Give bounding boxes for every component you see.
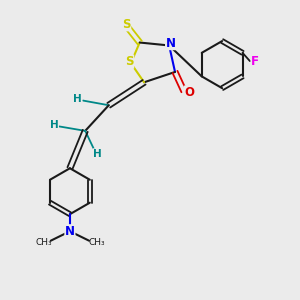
Text: O: O — [184, 86, 194, 99]
Text: H: H — [50, 120, 58, 130]
Text: CH₃: CH₃ — [35, 238, 52, 247]
Text: N: N — [65, 225, 75, 238]
Text: S: S — [125, 55, 134, 68]
Text: H: H — [93, 149, 102, 159]
Text: S: S — [122, 18, 131, 31]
Text: H: H — [73, 94, 82, 104]
Text: CH₃: CH₃ — [88, 238, 105, 247]
Text: N: N — [166, 37, 176, 50]
Text: F: F — [251, 55, 259, 68]
